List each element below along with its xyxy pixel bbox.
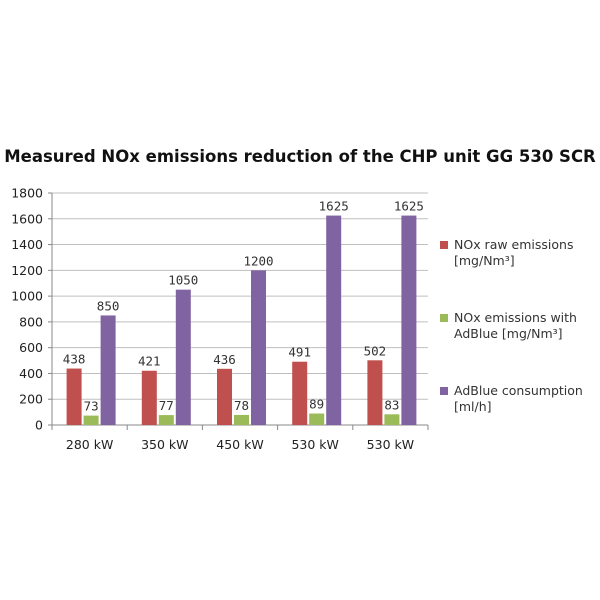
y-tick-label: 1600 [11, 211, 43, 226]
bar [292, 361, 308, 425]
data-label: 421 [138, 354, 161, 369]
y-tick-label: 1000 [11, 289, 43, 304]
data-label: 1625 [319, 199, 349, 214]
y-tick-label: 1400 [11, 237, 43, 252]
bar [251, 270, 266, 425]
data-label: 491 [288, 345, 311, 360]
axis-layer: 0 200 400 600 800 1000 1200 1400 1600 1800 280 kW 3… [11, 186, 429, 452]
data-label: 1625 [394, 199, 424, 214]
data-label: 438 [63, 352, 86, 367]
data-label: 1200 [243, 253, 273, 268]
bar [217, 368, 232, 425]
data-label: 1050 [168, 273, 198, 288]
bar [141, 370, 157, 425]
bar [367, 360, 383, 425]
bar [309, 413, 325, 425]
labels-layer: 438 73 850 421 77 1050 436 78 1200 491 89 1625 502 83… [63, 199, 424, 414]
bar [66, 368, 82, 425]
bar [100, 315, 116, 425]
x-tick-label: 530 kW [291, 437, 338, 452]
data-label: 73 [84, 399, 99, 414]
bar [326, 215, 342, 425]
bars-layer [66, 215, 417, 425]
y-tick-label: 1200 [11, 263, 43, 278]
bar [83, 415, 99, 425]
data-label: 77 [159, 398, 174, 413]
grid-layer [52, 192, 428, 400]
bar [158, 415, 174, 425]
y-tick-label: 800 [19, 314, 43, 329]
y-tick-label: 400 [19, 366, 43, 381]
y-tick-label: 0 [35, 418, 43, 433]
data-label: 78 [234, 398, 249, 413]
data-label: 850 [97, 298, 120, 313]
bar [384, 414, 400, 425]
legend-label-nox-raw: NOx raw emissions [mg/Nm³] [454, 237, 574, 268]
legend-swatch-adblue-consumption [440, 387, 448, 395]
data-label: 89 [309, 397, 324, 412]
legend-swatch-nox-adblue [440, 314, 448, 322]
data-label: 83 [384, 397, 399, 412]
x-tick-label: 350 kW [141, 437, 188, 452]
legend-label-adblue-consumption: AdBlue consumption [ml/h] [454, 383, 583, 414]
x-tick-label: 450 kW [216, 437, 263, 452]
y-tick-label: 1800 [11, 186, 43, 201]
bar [401, 215, 417, 425]
legend-swatch-nox-raw [440, 241, 448, 249]
bar [175, 289, 191, 425]
legend-label-nox-adblue: NOx emissions with AdBlue [mg/Nm³] [454, 310, 577, 341]
data-label: 502 [364, 343, 387, 358]
y-tick-label: 200 [19, 392, 43, 407]
y-tick-label: 600 [19, 340, 43, 355]
x-tick-label: 280 kW [66, 437, 113, 452]
data-label: 436 [213, 352, 236, 367]
x-tick-label: 530 kW [367, 437, 414, 452]
chart-title: Measured NOx emissions reduction of the … [4, 147, 596, 166]
bar [234, 414, 249, 425]
